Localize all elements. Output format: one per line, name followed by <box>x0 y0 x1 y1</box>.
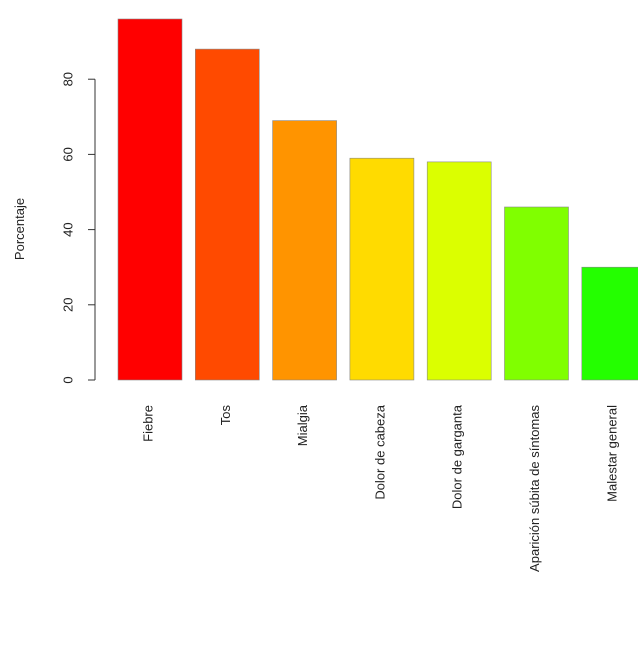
x-category-label: Dolor de garganta <box>450 404 465 509</box>
x-category-label: Aparición súbita de síntomas <box>527 405 542 572</box>
x-category-label: Fiebre <box>141 405 156 442</box>
bar-1 <box>117 18 183 381</box>
bar-5 <box>426 161 492 381</box>
y-tick-label: 0 <box>61 376 76 383</box>
y-tick-label: 20 <box>61 298 76 312</box>
x-category-label: Tos <box>218 405 233 426</box>
bar-3 <box>272 120 337 381</box>
y-tick-label: 80 <box>61 72 76 86</box>
x-category-label: Malestar general <box>604 405 619 502</box>
x-category-label: Mialgia <box>295 404 310 446</box>
x-axis-labels: Fiebre Tos Mialgia Dolor de cabeza Dolor de … <box>141 404 620 572</box>
bar-2 <box>195 48 260 381</box>
y-tick-label: 60 <box>61 147 76 161</box>
bar-6 <box>504 206 569 381</box>
bar-7 <box>581 266 638 381</box>
y-axis-label: Porcentaje <box>12 198 27 260</box>
y-tick-label: 40 <box>61 222 76 236</box>
x-category-label: Dolor de cabeza <box>372 404 387 499</box>
y-axis: 0 20 40 60 80 <box>61 72 96 384</box>
bars-layer <box>117 18 638 381</box>
bar-4 <box>349 157 415 381</box>
